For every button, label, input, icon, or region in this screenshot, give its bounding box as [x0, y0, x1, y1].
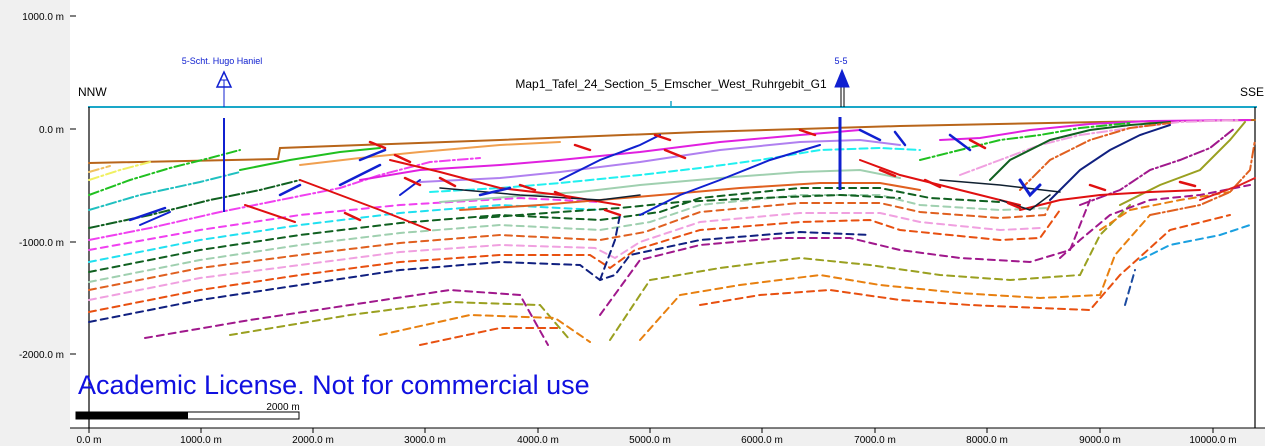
fault-line [939, 179, 1061, 193]
well-derrick-icon [834, 68, 850, 88]
fault-blue [559, 134, 661, 181]
horizon-dashed [699, 214, 1231, 312]
right-direction-label: SSE [1240, 85, 1264, 99]
x-tick-label: 0.0 m [76, 435, 101, 446]
horizon-dashed [479, 193, 901, 219]
fault-line [859, 159, 1021, 206]
horizon-dashed [88, 230, 871, 323]
horizon-dashdot [919, 122, 1131, 161]
scale-bar-label: 2000 m [266, 402, 299, 413]
x-tick-label: 6000.0 m [741, 435, 783, 446]
y-axis: 1000.0 m 0.0 m -1000.0 m -2000.0 m [19, 12, 76, 361]
horizon-dashed [419, 327, 561, 346]
horizon-dashed [599, 214, 621, 281]
x-tick-label: 2000.0 m [292, 435, 334, 446]
fault-line [439, 187, 641, 201]
x-tick-label: 4000.0 m [517, 435, 559, 446]
horizon-dashdot [1079, 127, 1236, 206]
x-tick-label: 5000.0 m [629, 435, 671, 446]
well-label: 5-5 [834, 56, 847, 66]
horizon-dashed [1059, 184, 1251, 259]
fault-blue [358, 148, 387, 162]
horizon-dashed [1099, 191, 1231, 231]
horizon-dashed [88, 199, 1053, 291]
well-label: 5-Scht. Hugo Haniel [182, 56, 263, 66]
fault-blue [1018, 178, 1042, 198]
horizon-dashdot [88, 179, 301, 229]
horizon-dashed [88, 209, 1061, 313]
horizon-dashed [429, 146, 921, 193]
horizon-solid [239, 147, 381, 171]
geology-horizons [88, 119, 1256, 346]
horizon-dashed [88, 187, 1001, 273]
horizon-dashed [639, 214, 1151, 341]
horizon-solid [359, 129, 861, 181]
horizon-dashdot [88, 171, 241, 211]
horizon-dashed [609, 204, 1131, 341]
horizon-solid [1199, 177, 1256, 201]
horizon-dashdot [1019, 122, 1171, 191]
horizon-dashed [599, 199, 1091, 316]
well-hugo-haniel[interactable]: 5-Scht. Hugo Haniel [182, 56, 263, 212]
x-tick-label: 7000.0 m [854, 435, 896, 446]
horizon-dashed [144, 288, 549, 346]
y-tick-label: -1000.0 m [19, 238, 64, 249]
x-tick-label: 3000.0 m [404, 435, 446, 446]
horizon-solid [939, 119, 1251, 141]
fault-blue [858, 128, 882, 142]
fault-blue [478, 186, 512, 197]
fault-blue [139, 211, 171, 226]
horizon-solid [299, 141, 561, 166]
horizon-dashed [1124, 269, 1136, 306]
left-direction-label: NNW [78, 85, 107, 99]
license-watermark: Academic License. Not for commercial use [78, 370, 590, 400]
horizon-dashed [88, 212, 1041, 301]
fault-line [244, 204, 296, 223]
horizon-dashdot [959, 119, 1241, 176]
section-title: Map1_Tafel_24_Section_5_Emscher_West_Ruh… [515, 77, 827, 91]
fault-blue [639, 144, 821, 216]
horizon-solid [459, 182, 921, 211]
fault-blue [948, 133, 972, 152]
scale-bar: 2000 m [75, 402, 300, 420]
x-tick-label: 1000.0 m [180, 435, 222, 446]
fault-line [299, 179, 431, 231]
horizon-dashdot [88, 157, 481, 241]
horizon-solid [1049, 124, 1171, 201]
y-tick-label: 1000.0 m [22, 12, 64, 23]
fault-line [1019, 189, 1201, 211]
well-5-5[interactable]: 5-5 [834, 56, 850, 190]
y-tick-label: 0.0 m [39, 125, 64, 136]
horizon-dashdot [1149, 139, 1256, 216]
horizon-solid [439, 168, 901, 203]
fault-ticks [343, 128, 1197, 222]
scale-bar-fill [76, 412, 188, 419]
well-derrick-icon [215, 70, 233, 88]
horizon-dashed [1139, 224, 1251, 261]
x-tick-label: 8000.0 m [966, 435, 1008, 446]
fault-blue [128, 206, 167, 222]
fault-blue [338, 163, 382, 187]
horizon-dashdot [88, 165, 111, 173]
horizon-dashed [229, 300, 571, 341]
horizon-dashdot [88, 161, 151, 181]
horizon-solid [989, 121, 1171, 181]
horizon-dashdot [88, 149, 241, 196]
horizon-dashed [379, 313, 591, 343]
fault-blue [893, 130, 907, 147]
x-tick-label: 9000.0 m [1079, 435, 1121, 446]
x-axis: 0.0 m 1000.0 m 2000.0 m 3000.0 m 4000.0 … [70, 427, 1265, 446]
x-tick-label: 10000.0 m [1189, 435, 1236, 446]
horizon-dashed [88, 196, 601, 251]
horizon-dashed [88, 194, 1051, 283]
fault-blue [278, 183, 302, 197]
topography-line [88, 119, 1256, 164]
y-tick-label: -2000.0 m [19, 350, 64, 361]
